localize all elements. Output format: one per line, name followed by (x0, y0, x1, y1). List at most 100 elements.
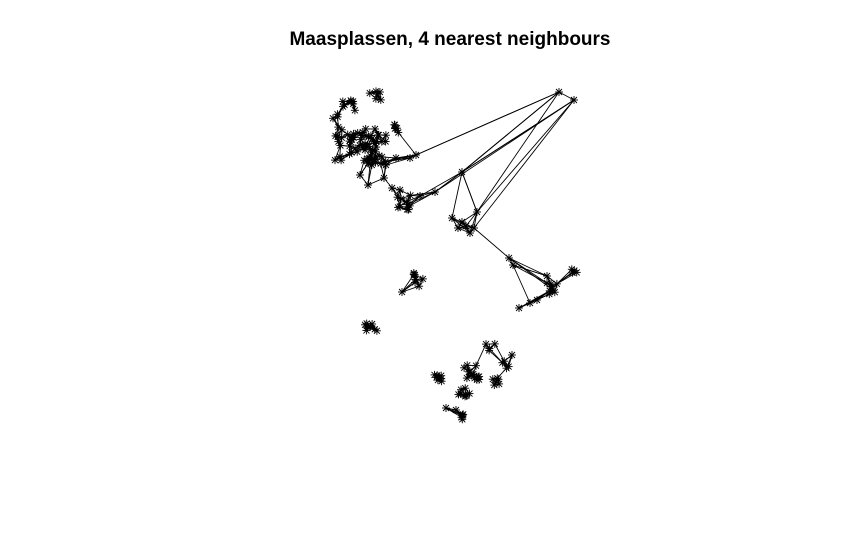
graph-node (345, 137, 354, 146)
graph-node (515, 304, 523, 312)
graph-node (334, 123, 343, 132)
graph-node (371, 94, 380, 103)
graph-node (545, 290, 554, 299)
graph-node (392, 154, 400, 162)
graph-nodes (329, 87, 581, 424)
neighbour-edge (397, 132, 417, 156)
graph-node (473, 208, 481, 216)
graph-node (396, 186, 404, 194)
graph-node (433, 371, 442, 380)
graph-node (508, 351, 516, 359)
graph-node (437, 377, 446, 386)
graph-node (391, 124, 400, 133)
graph-node (458, 168, 466, 176)
neighbour-edge (400, 194, 411, 200)
neighbour-edge (385, 157, 411, 166)
neighbour-edge (512, 264, 531, 304)
graph-node (337, 125, 346, 134)
neighbour-edge (461, 91, 560, 173)
neighbour-edge (512, 264, 548, 284)
graph-node (375, 88, 384, 96)
neighbour-edge (359, 160, 365, 176)
graph-node (372, 87, 380, 96)
graph-node (460, 363, 469, 372)
graph-node (543, 272, 551, 280)
graph-node (369, 137, 378, 146)
neighbour-edge (461, 171, 478, 213)
neighbour-edge (434, 171, 463, 193)
neighbour-edge (461, 211, 478, 223)
graph-node (472, 361, 480, 370)
plot-title: Maasplassen, 4 nearest neighbours (289, 29, 611, 50)
graph-node (374, 131, 382, 139)
graph-node (509, 261, 517, 269)
graph-node (356, 135, 365, 144)
graph-node (474, 372, 483, 381)
graph-node (533, 296, 541, 304)
graph-node (364, 181, 372, 189)
neighbour-edge (406, 195, 421, 203)
graph-node (356, 171, 364, 179)
neighbour-edge (401, 274, 415, 293)
graph-node (381, 131, 390, 140)
neighbour-edge (399, 189, 411, 196)
graph-node (346, 96, 355, 105)
graph-node (388, 184, 396, 192)
graph-node (363, 323, 372, 332)
graph-node (461, 390, 470, 399)
graph-node (464, 367, 473, 376)
graph-node (403, 205, 412, 214)
graph-node (393, 193, 402, 202)
neighbour-edge (461, 221, 475, 229)
graph-node (448, 214, 456, 222)
graph-node (431, 188, 439, 196)
graph-node (366, 152, 375, 160)
graph-node (406, 191, 415, 200)
graph-node (340, 100, 349, 109)
neighbour-edge (457, 227, 471, 234)
neighbour-edge (508, 257, 548, 277)
graph-node (358, 131, 367, 140)
graph-node (382, 161, 390, 169)
graph-node (372, 326, 381, 335)
graph-node (490, 381, 499, 390)
graph-node (365, 89, 374, 98)
neighbour-edge (512, 264, 548, 277)
neighbour-edge (451, 171, 463, 219)
neighbour-edge (380, 163, 385, 179)
neighbour-edge (401, 285, 420, 293)
graph-node (485, 346, 494, 355)
graph-node (505, 254, 513, 262)
graph-node (458, 218, 466, 226)
neighbour-edge (407, 191, 436, 206)
graph-node (371, 125, 379, 133)
graph-node (411, 275, 420, 284)
graph-node (504, 362, 513, 371)
graph-node (526, 299, 534, 307)
graph-node (490, 339, 499, 348)
graph-node (406, 154, 414, 162)
neighbour-edge (434, 99, 575, 193)
neighbour-edge (419, 171, 463, 197)
graph-node (550, 288, 559, 297)
graph-node (331, 131, 340, 140)
neighbour-edge (469, 211, 478, 234)
graph-node (350, 106, 359, 115)
graph-node (547, 280, 556, 289)
graph-node (412, 151, 420, 159)
neighbour-edge (415, 91, 560, 156)
graph-node (498, 358, 507, 367)
neighbour-edge (473, 227, 510, 259)
graph-node (376, 95, 385, 104)
neighbour-edge (508, 257, 553, 290)
graph-node (418, 274, 427, 283)
graph-node (458, 410, 467, 419)
graph-node (494, 375, 503, 384)
graph-node (567, 265, 576, 274)
neighbour-edge (385, 154, 417, 163)
neighbour-edge (334, 145, 341, 161)
neighbour-edge (451, 217, 459, 229)
graph-node (466, 229, 474, 237)
graph-node (454, 224, 462, 232)
